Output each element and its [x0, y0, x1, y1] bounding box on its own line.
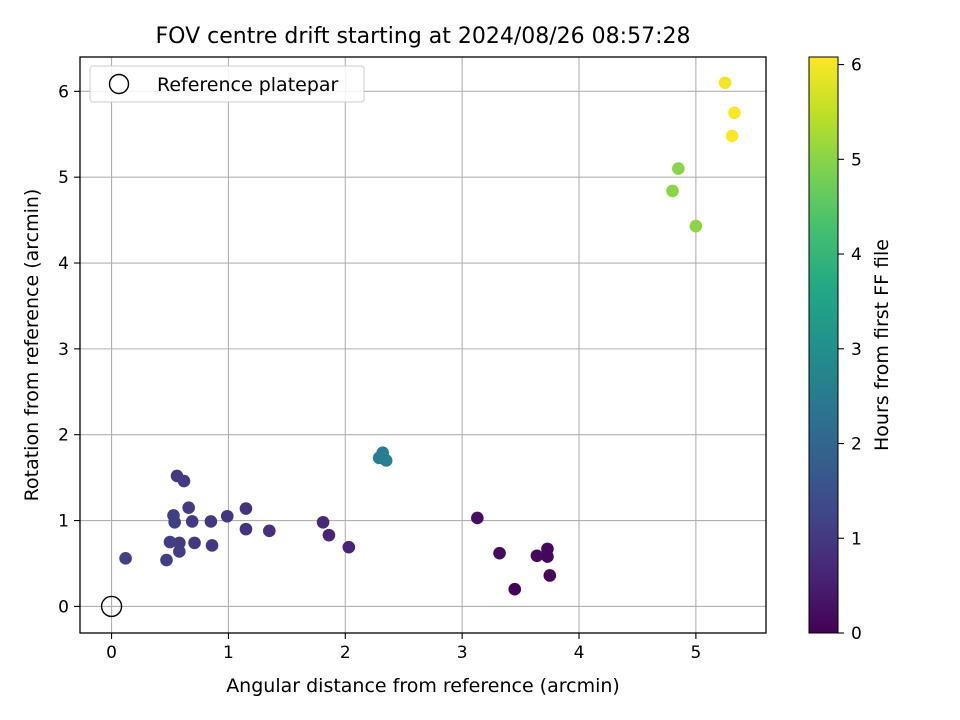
plot-frame: [79, 56, 767, 634]
data-point: [185, 515, 199, 528]
legend-box: [89, 65, 365, 103]
data-point: [204, 515, 218, 528]
data-point: [530, 549, 544, 563]
y-axis: 0 1 2 3 4 5 6: [58, 82, 80, 617]
data-point: [188, 536, 201, 550]
data-point: [342, 540, 356, 554]
colorbar-tick-label: 2: [851, 435, 862, 455]
data-point: [689, 219, 703, 233]
data-point: [493, 546, 506, 560]
colorbar: 0 1 2 3 4 5 6 Hours from first FF file: [808, 56, 893, 644]
colorbar-tick-label: 0: [851, 624, 862, 644]
colorbar-tick-label: 4: [851, 245, 862, 265]
data-point: [541, 542, 554, 556]
y-tick-label: 5: [58, 168, 69, 188]
y-tick-label: 2: [58, 426, 69, 446]
data-point: [322, 528, 336, 542]
data-point: [173, 545, 186, 558]
x-tick-label: 0: [106, 643, 117, 663]
data-point: [239, 522, 253, 536]
data-point: [263, 524, 276, 538]
data-point: [728, 106, 741, 120]
x-axis-label: Angular distance from reference (arcmin): [226, 675, 620, 697]
data-point: [543, 569, 557, 582]
y-tick-label: 0: [58, 597, 69, 617]
data-point: [160, 553, 173, 567]
legend: Reference platepar: [89, 65, 365, 103]
x-tick-label: 5: [690, 643, 701, 663]
reference-platepar-marker: [100, 595, 123, 618]
x-tick-label: 3: [457, 643, 468, 663]
legend-label: Reference platepar: [157, 74, 339, 96]
x-axis: 0 1 2 3 4 5: [106, 633, 701, 663]
data-point: [718, 76, 732, 90]
legend-reference-marker: [108, 73, 130, 95]
data-point: [316, 515, 330, 529]
x-tick-label: 2: [340, 643, 351, 663]
colorbar-tick-label: 6: [851, 56, 862, 76]
x-tick-label: 1: [223, 643, 234, 663]
data-point: [672, 162, 685, 175]
y-tick-label: 1: [58, 512, 69, 532]
colorbar-tick-label: 1: [851, 529, 862, 549]
y-axis-label: Rotation from reference (arcmin): [21, 189, 43, 502]
data-point: [168, 515, 181, 529]
data-point: [471, 511, 484, 525]
data-point: [163, 535, 177, 549]
data-point: [666, 184, 679, 198]
data-point: [508, 582, 522, 596]
colorbar-tick-label: 3: [851, 340, 862, 360]
data-points: [119, 76, 741, 596]
reference-marker-layer: [100, 595, 123, 618]
data-point: [170, 469, 184, 483]
colorbar-tick-label: 5: [851, 150, 862, 170]
data-point: [379, 454, 393, 467]
chart-title: FOV centre drift starting at 2024/08/26 …: [156, 24, 691, 49]
colorbar-label: Hours from first FF file: [871, 239, 893, 451]
data-point: [182, 501, 195, 514]
data-point: [725, 129, 739, 143]
x-tick-label: 4: [574, 643, 585, 663]
colorbar-ticks: 0 1 2 3 4 5 6: [838, 56, 862, 644]
data-point: [119, 552, 132, 565]
data-point: [205, 539, 219, 552]
data-point: [220, 509, 234, 523]
y-tick-label: 3: [58, 340, 69, 360]
y-tick-label: 4: [58, 254, 69, 274]
colorbar-gradient: [808, 56, 839, 634]
data-point: [239, 502, 253, 515]
y-tick-label: 6: [58, 82, 69, 102]
